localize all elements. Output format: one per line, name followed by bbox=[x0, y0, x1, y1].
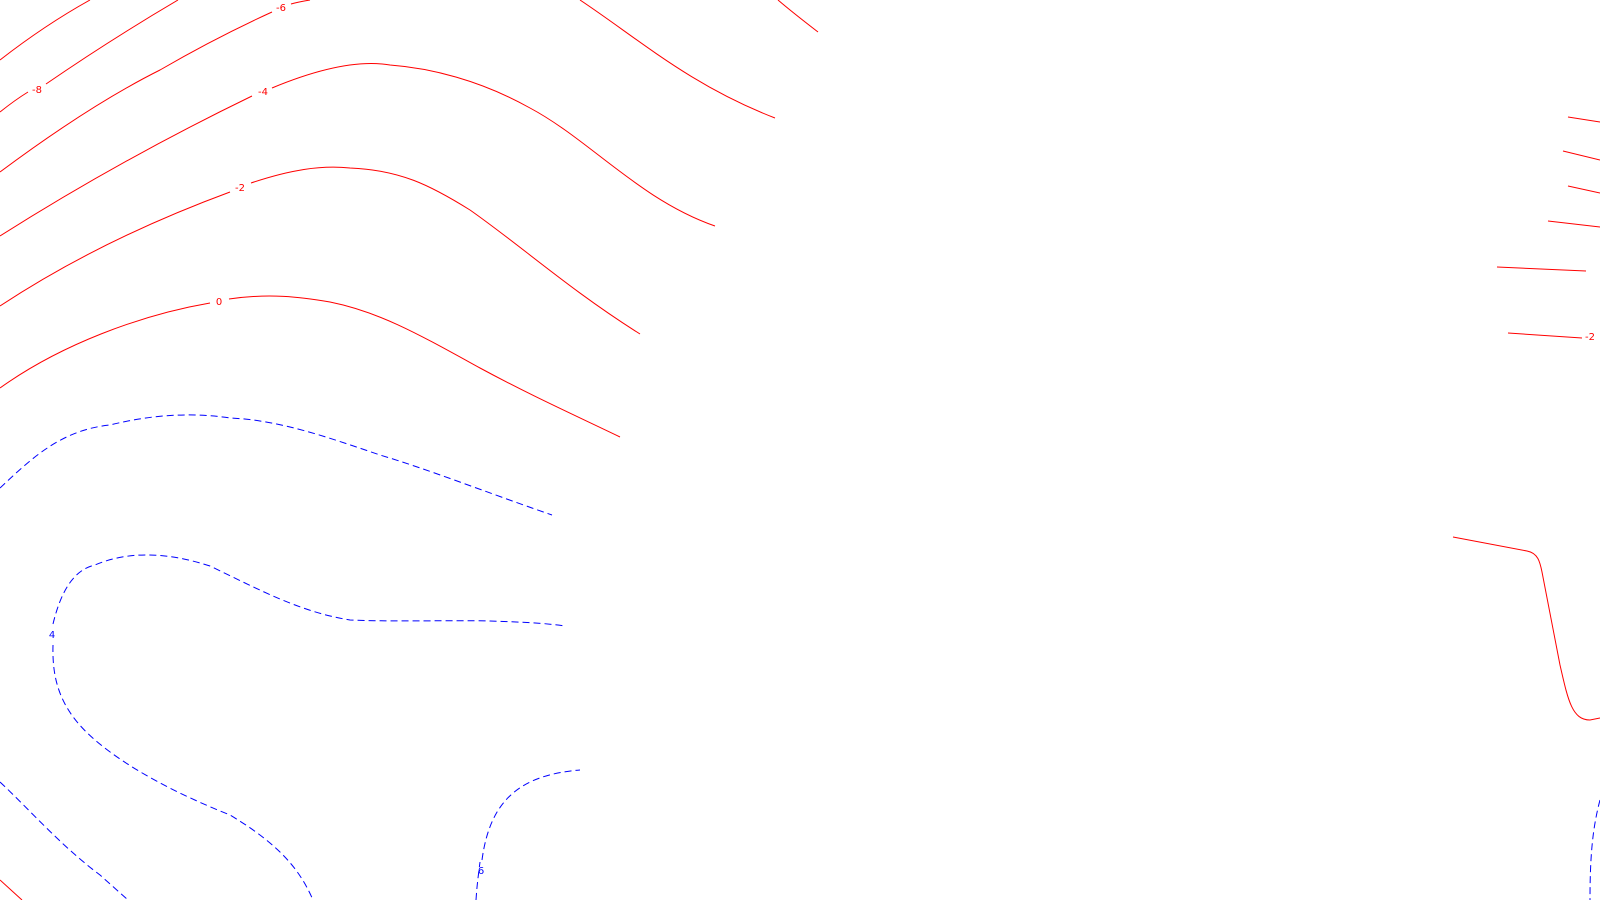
contour-line bbox=[1562, 150, 1600, 161]
contour-line bbox=[1507, 332, 1583, 339]
contour-label: -6 bbox=[276, 3, 286, 14]
contour-label: 6 bbox=[478, 866, 484, 877]
contour-line bbox=[579, 0, 776, 119]
contour-line bbox=[1547, 220, 1600, 228]
contour-line bbox=[1567, 185, 1600, 194]
negative-contours-east bbox=[1452, 116, 1600, 721]
contour-line bbox=[0, 295, 621, 438]
contour-line bbox=[0, 0, 311, 173]
contour-line bbox=[1452, 536, 1600, 721]
contour-line bbox=[777, 0, 819, 33]
positive-contours bbox=[0, 414, 1600, 900]
contour-labels: -8 -6 -4 -2 0 -2 4 6 bbox=[32, 3, 1595, 877]
contour-label: -2 bbox=[235, 183, 245, 194]
contour-label: -8 bbox=[32, 85, 42, 96]
contour-line bbox=[0, 0, 179, 113]
contour-line bbox=[0, 166, 641, 335]
contour-line bbox=[0, 879, 23, 900]
contour-line bbox=[475, 769, 581, 900]
contour-line bbox=[52, 644, 314, 900]
contour-line bbox=[0, 414, 553, 516]
contour-line bbox=[1496, 266, 1587, 272]
contour-line bbox=[0, 781, 129, 900]
contour-label: 4 bbox=[49, 630, 55, 641]
contour-line bbox=[1589, 799, 1600, 900]
contour-label: -2 bbox=[1585, 332, 1595, 343]
contour-line bbox=[1567, 116, 1600, 123]
negative-contours-west bbox=[0, 0, 819, 438]
contour-label: 0 bbox=[216, 297, 222, 308]
contour-line bbox=[0, 0, 91, 61]
contour-line bbox=[52, 554, 566, 627]
contour-label: -4 bbox=[258, 87, 268, 98]
contour-line bbox=[0, 63, 716, 237]
